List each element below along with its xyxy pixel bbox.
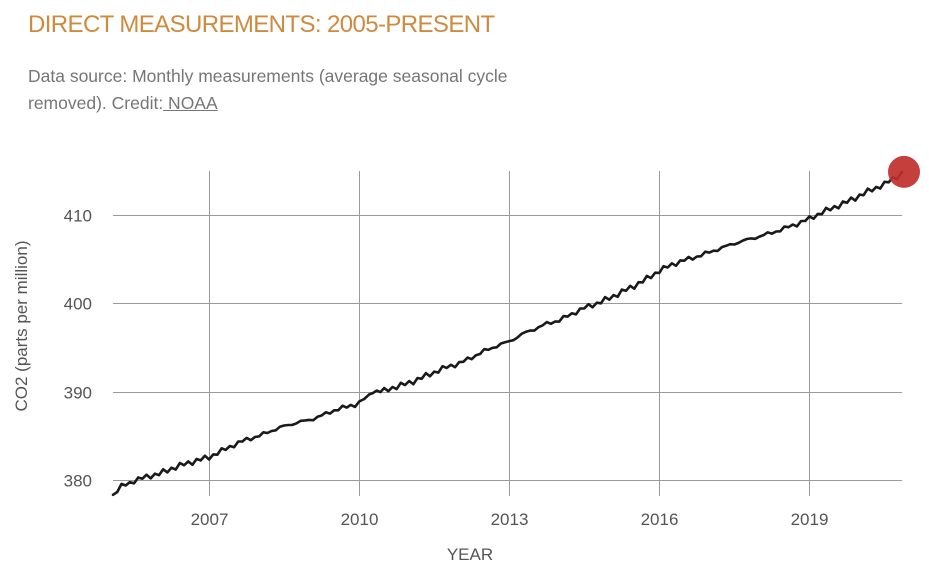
y-axis-title: CO2 (parts per million) bbox=[12, 241, 31, 412]
co2-data-line bbox=[111, 170, 904, 497]
latest-value-marker[interactable] bbox=[888, 155, 920, 188]
y-axis-tick-labels: 380 390 400 410 bbox=[64, 207, 92, 491]
x-axis-tick-labels: 2007 2010 2013 2016 2019 bbox=[191, 510, 829, 529]
y-tick-label-400: 400 bbox=[64, 295, 92, 314]
y-tick-label-380: 380 bbox=[64, 472, 92, 491]
y-tick-label-410: 410 bbox=[64, 207, 92, 226]
y-tick-label-390: 390 bbox=[64, 384, 92, 403]
x-tick-label-2013: 2013 bbox=[491, 510, 529, 529]
vertical-grid-lines bbox=[209, 171, 810, 496]
data-source-text: Data source: Monthly measurements (avera… bbox=[28, 66, 508, 113]
x-axis-title: YEAR bbox=[447, 545, 493, 564]
credit-noaa-link[interactable]: NOAA bbox=[163, 93, 218, 113]
chart-subtitle: Data source: Monthly measurements (avera… bbox=[28, 63, 588, 117]
chart-title: DIRECT MEASUREMENTS: 2005-PRESENT bbox=[28, 11, 495, 38]
horizontal-grid-lines bbox=[113, 215, 902, 481]
x-tick-label-2010: 2010 bbox=[341, 510, 379, 529]
x-tick-label-2016: 2016 bbox=[641, 510, 679, 529]
x-tick-label-2007: 2007 bbox=[191, 510, 229, 529]
x-tick-label-2019: 2019 bbox=[791, 510, 829, 529]
